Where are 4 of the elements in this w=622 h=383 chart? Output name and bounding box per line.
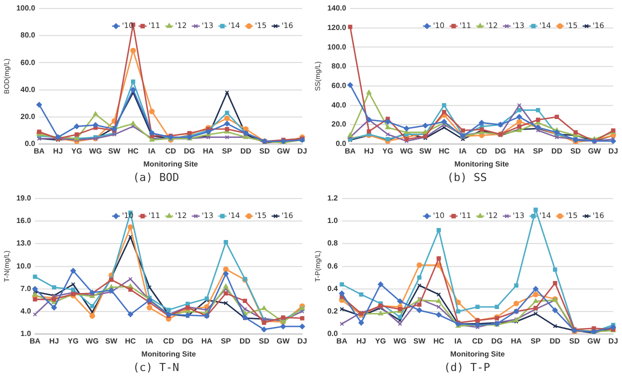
text: (d) T-P — [442, 360, 492, 376]
text: (c) T-N — [132, 360, 180, 376]
text: (b) SS — [446, 170, 488, 186]
text: (a) BOD — [132, 170, 180, 186]
